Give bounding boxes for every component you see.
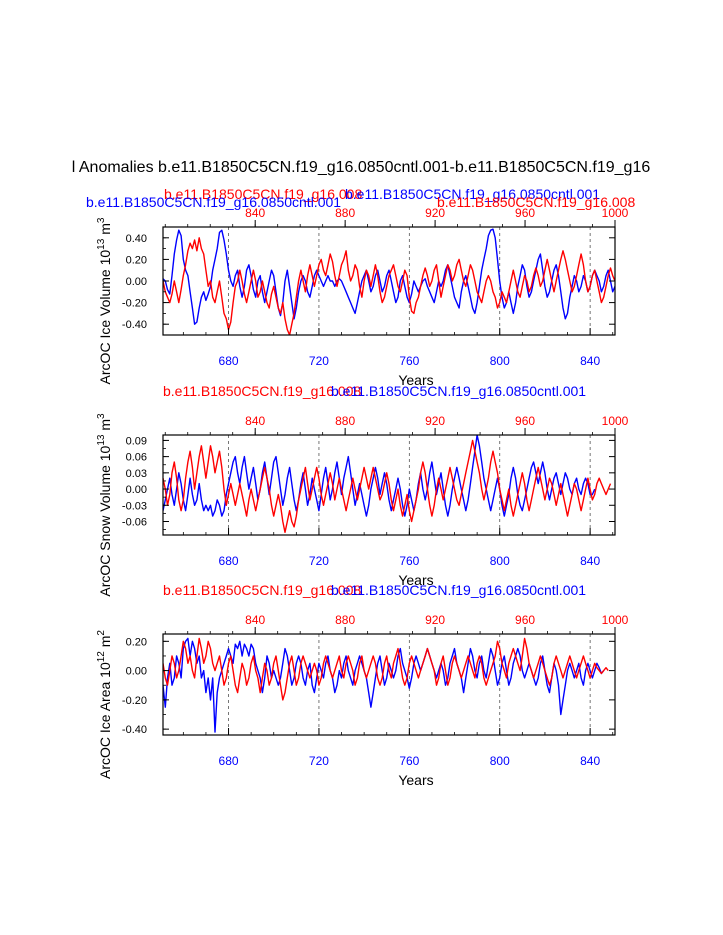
plot-frame bbox=[162, 434, 616, 536]
y-axis-title-unit-exponent: 3 bbox=[96, 217, 107, 223]
y-tick-label: 0.06 bbox=[126, 452, 147, 464]
x-tick-label: 840 bbox=[580, 754, 600, 768]
y-tick-label: -0.40 bbox=[122, 319, 147, 331]
y-tick-label: -0.20 bbox=[122, 695, 147, 707]
y-axis-title-unit: m bbox=[97, 636, 113, 652]
y-axis-title-exponent: 13 bbox=[96, 238, 107, 250]
y-tick-label: 0.20 bbox=[126, 254, 147, 266]
x-top-tick-label: 840 bbox=[245, 206, 265, 220]
y-tick-label: -0.20 bbox=[122, 298, 147, 310]
y-tick-label: 0.40 bbox=[126, 233, 147, 245]
x-axis-title: Years bbox=[398, 572, 433, 588]
y-axis-title-main: ArcOC Snow Volume 10 bbox=[97, 445, 113, 596]
y-tick-label: 0.00 bbox=[126, 484, 147, 496]
x-tick-label: 680 bbox=[219, 554, 239, 568]
y-axis-title-unit: m bbox=[97, 419, 113, 435]
x-tick-label: 680 bbox=[219, 754, 239, 768]
header-overlap-legends: b.e11.B1850C5CN.f19_g16.008 b.e11.B1850C… bbox=[86, 186, 635, 210]
y-tick-label: 0.09 bbox=[126, 435, 147, 447]
y-axis-title-unit-exponent: 3 bbox=[96, 413, 107, 419]
figure-title: l Anomalies b.e11.B1850C5CN.f19_g16.0850… bbox=[72, 159, 651, 176]
y-tick-label: -0.40 bbox=[122, 724, 147, 736]
x-top-tick-label: 1000 bbox=[602, 206, 629, 220]
x-tick-label: 800 bbox=[490, 554, 510, 568]
x-tick-label: 720 bbox=[309, 554, 329, 568]
x-top-tick-label: 1000 bbox=[602, 613, 629, 627]
x-top-tick-label: 840 bbox=[245, 414, 265, 428]
legend-red: b.e11.B1850C5CN.f19_g16.008 bbox=[163, 383, 361, 399]
x-top-tick-label: 880 bbox=[335, 206, 355, 220]
legend-blue: b.e11.B1850C5CN.f19_g16.0850cntl.001 bbox=[331, 582, 586, 598]
x-top-tick-label: 960 bbox=[515, 206, 535, 220]
y-tick-label: -0.03 bbox=[122, 500, 147, 512]
legend-red: b.e11.B1850C5CN.f19_g16.008 bbox=[163, 582, 361, 598]
y-axis-title-unit: m bbox=[97, 223, 113, 239]
x-tick-label: 760 bbox=[399, 754, 419, 768]
header-legend-blue-1: b.e11.B1850C5CN.f19_g16.0850cntl.001 bbox=[345, 186, 600, 202]
y-axis-title-exponent: 13 bbox=[96, 434, 107, 446]
series-line-red bbox=[163, 439, 612, 533]
x-top-tick-label: 1000 bbox=[602, 414, 629, 428]
y-tick-label: 0.20 bbox=[126, 636, 147, 648]
header-legend-red-1: b.e11.B1850C5CN.f19_g16.008 bbox=[164, 186, 362, 202]
x-top-tick-label: 920 bbox=[425, 206, 445, 220]
panel-3: b.e11.B1850C5CN.f19_g16.008b.e11.B1850C5… bbox=[96, 582, 629, 788]
y-axis-title-main: ArcOC Ice Volume 10 bbox=[97, 250, 113, 385]
x-tick-label: 760 bbox=[399, 354, 419, 368]
panel-1: 680 720 760 800 840 840 880 920 960 1000 0.40 0.20 0… bbox=[96, 206, 629, 388]
y-tick-label: -0.06 bbox=[122, 516, 147, 528]
plot-frame bbox=[162, 633, 616, 736]
y-axis-title: ArcOC Ice Volume 1013 m3 bbox=[96, 217, 113, 384]
x-tick-label: 840 bbox=[580, 354, 600, 368]
y-tick-label: 0.00 bbox=[126, 666, 147, 678]
y-axis-title-unit-exponent: 2 bbox=[96, 630, 107, 636]
y-axis-title-main: ArcOC Ice Area 10 bbox=[97, 662, 113, 779]
x-tick-label: 800 bbox=[490, 354, 510, 368]
panel-2: b.e11.B1850C5CN.f19_g16.008b.e11.B1850C5… bbox=[96, 383, 629, 597]
x-top-tick-label: 920 bbox=[425, 613, 445, 627]
header-legend-red-2: b.e11.B1850C5CN.f19_g16.008 bbox=[437, 194, 635, 210]
y-tick-label: 0.03 bbox=[126, 468, 147, 480]
x-top-tick-label: 960 bbox=[515, 414, 535, 428]
x-tick-label: 760 bbox=[399, 554, 419, 568]
x-top-tick-label: 960 bbox=[515, 613, 535, 627]
x-tick-label: 840 bbox=[580, 554, 600, 568]
x-axis-title: Years bbox=[398, 372, 433, 388]
x-axis-title: Years bbox=[398, 772, 433, 788]
series-line-blue bbox=[163, 435, 596, 517]
legend-blue: b.e11.B1850C5CN.f19_g16.0850cntl.001 bbox=[331, 383, 586, 399]
x-tick-label: 720 bbox=[309, 754, 329, 768]
series-line-red bbox=[163, 237, 615, 335]
x-tick-label: 720 bbox=[309, 354, 329, 368]
y-axis-title-exponent: 12 bbox=[96, 651, 107, 663]
x-tick-label: 800 bbox=[490, 754, 510, 768]
x-tick-label: 680 bbox=[219, 354, 239, 368]
y-axis-title: ArcOC Snow Volume 1013 m3 bbox=[96, 413, 113, 597]
header-legend-blue-2: b.e11.B1850C5CN.f19_g16.0850cntl.001 bbox=[86, 194, 341, 210]
y-tick-label: 0.00 bbox=[126, 276, 147, 288]
panels: 680 720 760 800 840 840 880 920 960 1000 0.40 0.20 0… bbox=[96, 206, 629, 788]
x-top-tick-label: 880 bbox=[335, 414, 355, 428]
y-axis-title: ArcOC Ice Area 1012 m2 bbox=[96, 630, 113, 779]
x-top-tick-label: 880 bbox=[335, 613, 355, 627]
x-top-tick-label: 920 bbox=[425, 414, 445, 428]
x-top-tick-label: 840 bbox=[245, 613, 265, 627]
series-line-red bbox=[163, 637, 609, 701]
